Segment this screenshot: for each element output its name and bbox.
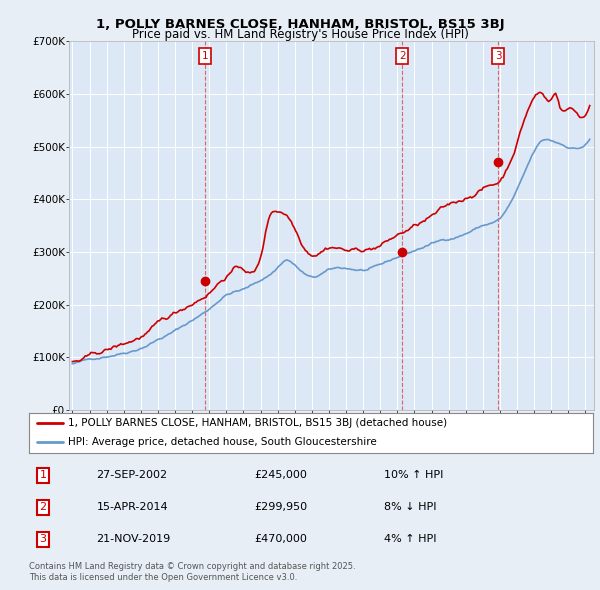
Text: HPI: Average price, detached house, South Gloucestershire: HPI: Average price, detached house, Sout… — [68, 437, 377, 447]
Text: 4% ↑ HPI: 4% ↑ HPI — [384, 535, 437, 545]
Text: 21-NOV-2019: 21-NOV-2019 — [97, 535, 171, 545]
Text: £299,950: £299,950 — [254, 503, 308, 512]
Text: 2: 2 — [399, 51, 406, 61]
Text: 1: 1 — [202, 51, 208, 61]
Text: 2: 2 — [40, 503, 46, 512]
Text: 8% ↓ HPI: 8% ↓ HPI — [384, 503, 437, 512]
Text: 3: 3 — [495, 51, 502, 61]
Text: Contains HM Land Registry data © Crown copyright and database right 2025.
This d: Contains HM Land Registry data © Crown c… — [29, 562, 355, 582]
Text: £245,000: £245,000 — [254, 470, 307, 480]
Text: 10% ↑ HPI: 10% ↑ HPI — [384, 470, 443, 480]
Text: 1, POLLY BARNES CLOSE, HANHAM, BRISTOL, BS15 3BJ (detached house): 1, POLLY BARNES CLOSE, HANHAM, BRISTOL, … — [68, 418, 448, 428]
Text: 27-SEP-2002: 27-SEP-2002 — [97, 470, 167, 480]
Text: 3: 3 — [40, 535, 46, 545]
Text: 15-APR-2014: 15-APR-2014 — [97, 503, 168, 512]
Text: 1: 1 — [40, 470, 46, 480]
Text: £470,000: £470,000 — [254, 535, 307, 545]
Text: 1, POLLY BARNES CLOSE, HANHAM, BRISTOL, BS15 3BJ: 1, POLLY BARNES CLOSE, HANHAM, BRISTOL, … — [95, 18, 505, 31]
Text: Price paid vs. HM Land Registry's House Price Index (HPI): Price paid vs. HM Land Registry's House … — [131, 28, 469, 41]
